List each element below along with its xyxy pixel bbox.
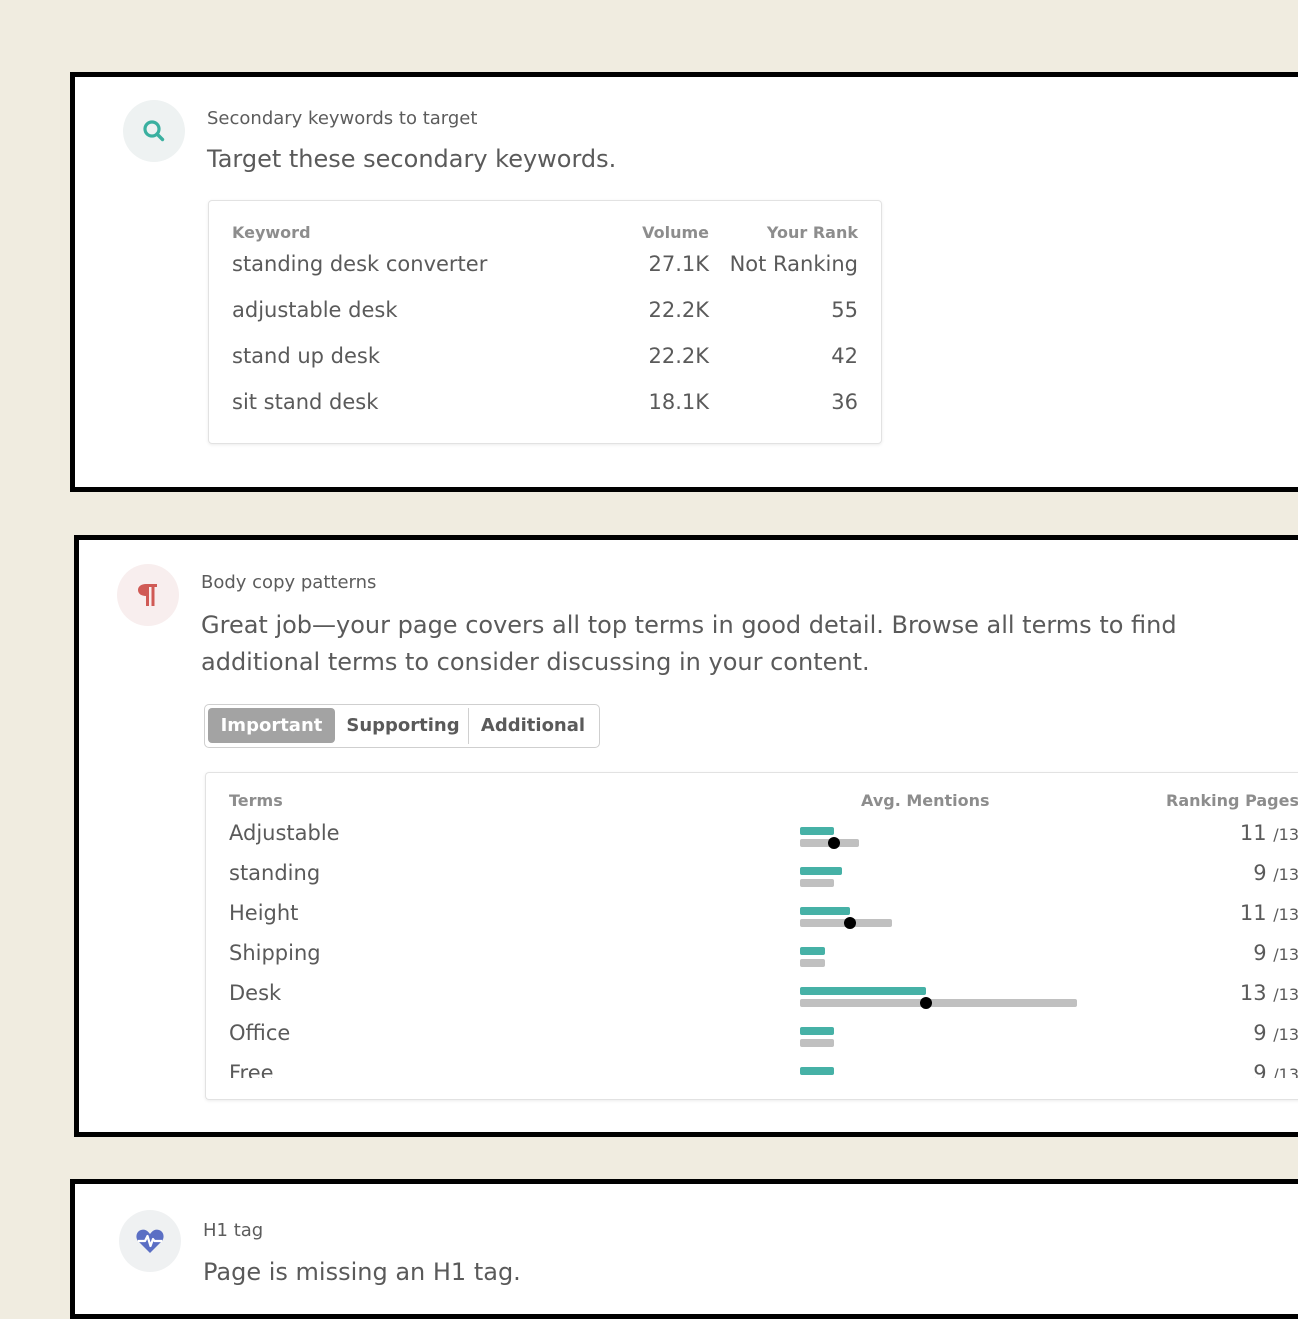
tab-additional[interactable]: Additional xyxy=(480,715,586,736)
keyword-cell: adjustable desk xyxy=(232,298,398,322)
card-message: Page is missing an H1 tag. xyxy=(203,1258,521,1286)
column-header-rank: Your Rank xyxy=(766,223,858,242)
volume-cell: 22.2K xyxy=(648,298,709,322)
card-label: H1 tag xyxy=(203,1220,264,1241)
page-mentions-bar xyxy=(800,987,926,995)
table-row: sit stand desk 18.1K 36 xyxy=(209,390,881,420)
column-header-volume: Volume xyxy=(642,223,709,242)
ranking-pages-total: /13 xyxy=(1273,1025,1298,1044)
ranking-pages-count: 11 xyxy=(1239,821,1267,845)
ranking-pages-total: /13 xyxy=(1273,985,1298,1004)
ranking-pages-count: 11 xyxy=(1239,901,1267,925)
table-row: Desk 13 /13 xyxy=(206,981,1298,1021)
volume-cell: 18.1K xyxy=(648,390,709,414)
avg-mentions-bar xyxy=(800,999,1078,1007)
table-row: Adjustable 11 /13 xyxy=(206,821,1298,861)
keywords-table: Keyword Volume Your Rank standing desk c… xyxy=(208,200,882,444)
rank-cell: 42 xyxy=(831,344,858,368)
page-mentions-bar xyxy=(800,947,826,955)
page-marker-dot xyxy=(844,917,857,929)
table-row: Shipping 9 /13 xyxy=(206,941,1298,981)
h1-tag-card: H1 tag Page is missing an H1 tag. xyxy=(70,1179,1298,1319)
ranking-pages-count: 9 xyxy=(1253,1021,1267,1045)
term-name: Height xyxy=(229,901,299,925)
page-mentions-bar xyxy=(800,827,834,835)
avg-mentions-bar xyxy=(800,879,834,887)
rank-cell: 36 xyxy=(831,390,858,414)
table-row: standing desk converter 27.1K Not Rankin… xyxy=(209,252,881,282)
tab-important[interactable]: Important xyxy=(208,708,335,743)
ranking-pages-cell: 11 /13 xyxy=(1240,821,1298,845)
table-row: Height 11 /13 xyxy=(206,901,1298,941)
ranking-pages-count: 9 xyxy=(1253,941,1267,965)
avg-mentions-bar xyxy=(800,1039,834,1047)
page-mentions-bar xyxy=(800,907,851,915)
column-header-keyword: Keyword xyxy=(232,223,311,242)
table-row: standing 9 /13 xyxy=(206,861,1298,901)
keyword-cell: standing desk converter xyxy=(232,252,488,276)
tab-divider xyxy=(468,708,469,744)
ranking-pages-total: /13 xyxy=(1273,905,1298,924)
ranking-pages-total: /13 xyxy=(1273,865,1298,884)
table-row: Free 9 /13 xyxy=(206,1061,1298,1078)
ranking-pages-cell: 9 /13 xyxy=(1253,861,1298,885)
ranking-pages-total: /13 xyxy=(1273,1065,1298,1078)
page-mentions-bar xyxy=(800,1027,834,1035)
term-name: Adjustable xyxy=(229,821,340,845)
volume-cell: 27.1K xyxy=(648,252,709,276)
page-mentions-bar xyxy=(800,867,842,875)
paragraph-icon xyxy=(117,564,179,626)
terms-table: Terms Avg. Mentions Ranking Pages Adjust… xyxy=(205,772,1298,1100)
rank-cell: Not Ranking xyxy=(729,252,858,276)
page-mentions-bar xyxy=(800,1067,834,1075)
secondary-keywords-card: Secondary keywords to target Target thes… xyxy=(70,72,1298,492)
ranking-pages-cell: 9 /13 xyxy=(1253,1021,1298,1045)
avg-mentions-bar xyxy=(800,959,826,967)
term-name: Shipping xyxy=(229,941,321,965)
card-message: Target these secondary keywords. xyxy=(207,145,617,173)
keyword-cell: stand up desk xyxy=(232,344,381,368)
volume-cell: 22.2K xyxy=(648,344,709,368)
search-icon xyxy=(123,100,185,162)
ranking-pages-cell: 9 /13 xyxy=(1253,941,1298,965)
rank-cell: 55 xyxy=(831,298,858,322)
card-label: Secondary keywords to target xyxy=(207,108,478,129)
ranking-pages-count: 9 xyxy=(1253,861,1267,885)
ranking-pages-total: /13 xyxy=(1273,825,1298,844)
table-row: Office 9 /13 xyxy=(206,1021,1298,1061)
term-name: Free xyxy=(229,1061,274,1078)
heart-pulse-icon xyxy=(119,1210,181,1272)
ranking-pages-count: 13 xyxy=(1239,981,1267,1005)
card-message: Great job—your page covers all top terms… xyxy=(201,611,1177,676)
keyword-cell: sit stand desk xyxy=(232,390,379,414)
tab-supporting[interactable]: Supporting xyxy=(346,715,460,736)
ranking-pages-cell: 9 /13 xyxy=(1253,1061,1298,1078)
ranking-pages-cell: 11 /13 xyxy=(1240,901,1298,925)
ranking-pages-total: /13 xyxy=(1273,945,1298,964)
term-name: Office xyxy=(229,1021,291,1045)
term-name: Desk xyxy=(229,981,282,1005)
table-row: stand up desk 22.2K 42 xyxy=(209,344,881,374)
table-row: adjustable desk 22.2K 55 xyxy=(209,298,881,328)
term-category-tabs: Important Supporting Additional xyxy=(204,704,600,748)
term-name: standing xyxy=(229,861,321,885)
body-copy-card: Body copy patterns Great job—your page c… xyxy=(74,535,1298,1137)
ranking-pages-cell: 13 /13 xyxy=(1240,981,1298,1005)
column-header-avg-mentions: Avg. Mentions xyxy=(861,791,990,810)
terms-rows[interactable]: Adjustable 11 /13 standing 9 /13 Height 11 /1… xyxy=(206,773,1298,1078)
column-header-terms: Terms xyxy=(229,791,283,810)
card-label: Body copy patterns xyxy=(201,572,377,593)
column-header-ranking-pages: Ranking Pages xyxy=(1166,791,1298,810)
page-marker-dot xyxy=(827,837,840,849)
ranking-pages-count: 9 xyxy=(1253,1061,1267,1078)
page-marker-dot xyxy=(920,997,932,1009)
